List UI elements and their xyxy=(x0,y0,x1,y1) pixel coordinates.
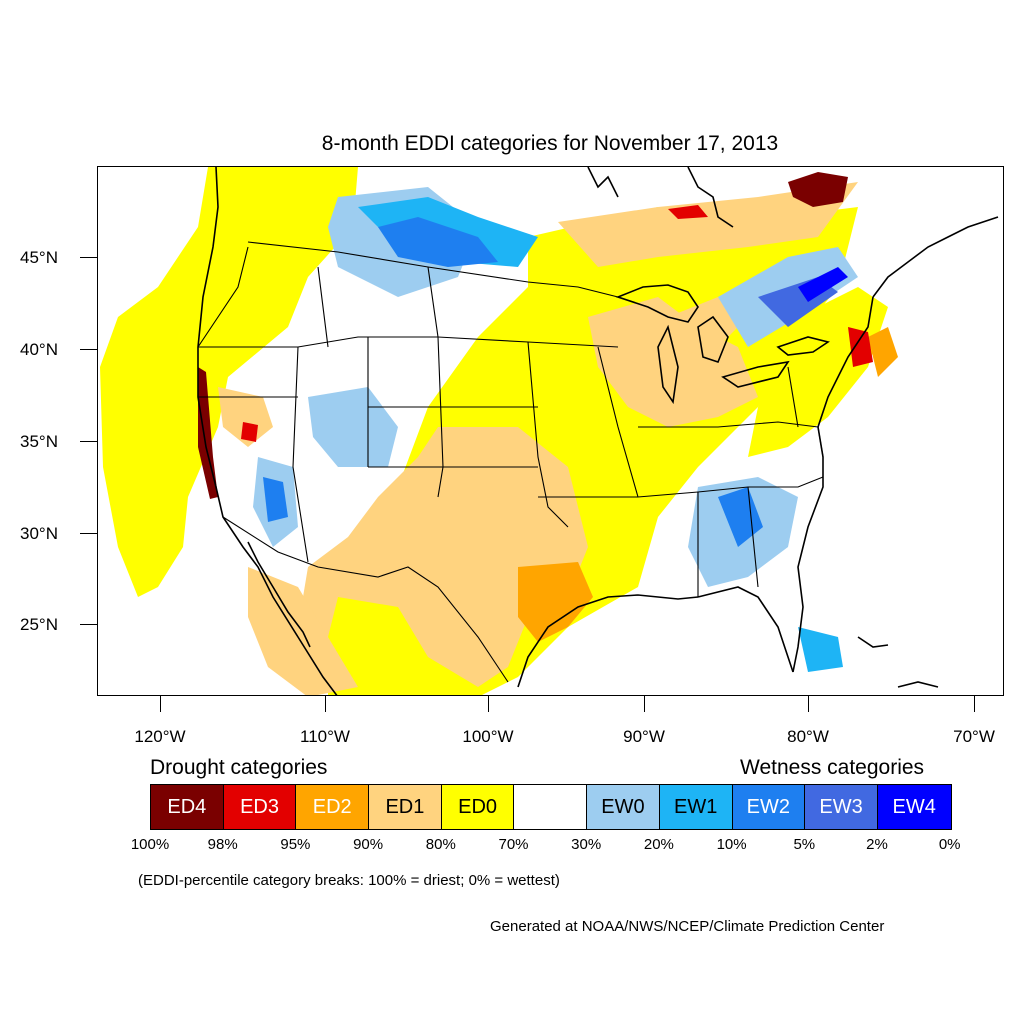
ed1-region-michigan xyxy=(668,297,738,357)
borders xyxy=(197,241,824,683)
lat-label-25: 25°N xyxy=(20,615,58,634)
legend-break-label: 0% xyxy=(938,836,961,853)
lat-label-45: 45°N xyxy=(20,248,58,267)
ed4-region-quebec xyxy=(788,172,848,207)
ew1-region-gulf xyxy=(798,627,843,672)
drought-heading: Drought categories xyxy=(150,756,328,779)
legend-break-label: 2% xyxy=(866,836,888,853)
legend-box-ew3: EW3 xyxy=(805,785,878,829)
category-note: (EDDI-percentile category breaks: 100% =… xyxy=(138,872,560,889)
lon-label-100w: 100°W xyxy=(462,727,514,746)
lat-tick xyxy=(80,533,97,534)
ed2-region-ne xyxy=(868,327,898,377)
legend-box-ew1: EW1 xyxy=(659,785,733,829)
ew4-region-ontario xyxy=(798,267,848,302)
lat-tick xyxy=(80,349,97,350)
legend-break-label: 30% xyxy=(571,836,602,853)
legend-box-ed1: ED1 xyxy=(369,785,442,829)
map-canvas xyxy=(100,167,999,695)
ed3-region-california xyxy=(241,422,258,442)
legend-box-neutral xyxy=(514,785,588,829)
lat-label-30: 30°N xyxy=(20,524,58,543)
legend-box-ew4: EW4 xyxy=(877,785,951,829)
ed4-region-coast xyxy=(198,367,218,499)
map-title: 8-month EDDI categories for November 17,… xyxy=(321,132,779,155)
legend-break-label: 70% xyxy=(498,836,529,853)
lon-tick xyxy=(160,696,161,712)
legend-break-label: 5% xyxy=(793,836,816,853)
lon-label-120w: 120°W xyxy=(134,727,186,746)
legend-break-label: 10% xyxy=(716,836,747,853)
legend-break-label: 90% xyxy=(353,836,384,853)
lon-label-70w: 70°W xyxy=(953,727,995,746)
legend-break-label: 95% xyxy=(280,836,311,853)
ew2-region-southeast xyxy=(718,487,763,547)
lat-tick xyxy=(80,257,97,258)
ed1-region-canada xyxy=(558,182,858,267)
legend-box-ew0: EW0 xyxy=(587,785,660,829)
lon-label-110w: 110°W xyxy=(300,727,350,746)
lat-tick xyxy=(80,624,97,625)
legend-color-bar: ED4 ED3 ED2 ED1 ED0 EW0 EW1 EW2 EW3 EW4 xyxy=(150,784,952,830)
ew2-region-north xyxy=(378,217,498,267)
ew2-region-arizona xyxy=(263,477,288,522)
legend-break-label: 20% xyxy=(643,836,674,853)
ed3-region-maine xyxy=(848,327,873,367)
lat-label-35: 35°N xyxy=(20,432,58,451)
legend-box-ed0: ED0 xyxy=(441,785,515,829)
lon-tick xyxy=(325,696,326,712)
ed1-region-plains xyxy=(298,427,588,687)
ed1-region-nevada xyxy=(218,387,273,447)
legend-break-label: 80% xyxy=(425,836,456,853)
lon-tick xyxy=(974,696,975,712)
ed1-region-midwest xyxy=(588,297,758,427)
ed2-region-texas xyxy=(518,562,593,642)
legend-break-label: 100% xyxy=(130,836,170,853)
legend-box-ed2: ED2 xyxy=(296,785,370,829)
ed0-region-west xyxy=(100,167,358,597)
legend-box-ed3: ED3 xyxy=(223,785,297,829)
eddi-map xyxy=(97,166,1004,696)
lon-label-90w: 90°W xyxy=(623,727,665,746)
credit-line: Generated at NOAA/NWS/NCEP/Climate Predi… xyxy=(490,918,885,935)
lon-label-80w: 80°W xyxy=(787,727,829,746)
legend-box-ew2: EW2 xyxy=(732,785,806,829)
ew0-region-utah xyxy=(308,387,398,467)
ed3-region-quebec xyxy=(668,205,708,219)
lon-tick xyxy=(644,696,645,712)
legend-break-label: 98% xyxy=(207,836,238,853)
coastlines xyxy=(197,167,999,695)
wetness-heading: Wetness categories xyxy=(740,756,925,779)
lat-label-40: 40°N xyxy=(20,340,58,359)
lon-tick xyxy=(808,696,809,712)
lat-tick xyxy=(80,441,97,442)
legend-box-ed4: ED4 xyxy=(151,785,224,829)
lon-tick xyxy=(488,696,489,712)
